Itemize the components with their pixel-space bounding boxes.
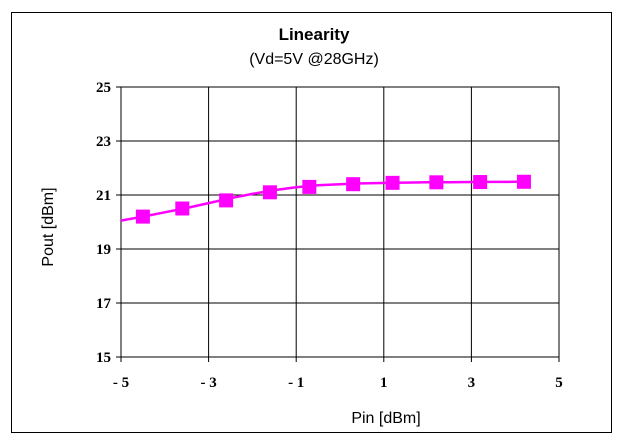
data-series — [120, 174, 531, 224]
data-point-marker — [302, 179, 317, 194]
x-tick-label: - 5 — [113, 375, 129, 391]
x-axis-label: Pin [dBm] — [351, 410, 420, 427]
data-point-marker — [516, 174, 531, 189]
chart-subtitle: (Vd=5V @28GHz) — [249, 51, 379, 68]
data-point-marker — [429, 175, 444, 190]
chart-title: Linearity — [279, 25, 350, 44]
x-tick-label: - 1 — [288, 375, 304, 391]
data-point-marker — [473, 175, 488, 190]
data-point-marker — [385, 175, 400, 190]
x-tick-label: - 3 — [200, 375, 216, 391]
y-axis-label: Pout [dBm] — [40, 187, 57, 266]
y-tick-label: 21 — [96, 188, 111, 204]
y-tick-label: 15 — [96, 350, 111, 366]
grid-lines — [120, 86, 560, 358]
y-tick-label: 23 — [96, 134, 111, 150]
x-tick-label: 5 — [555, 375, 563, 391]
data-point-marker — [175, 201, 190, 216]
chart-frame: Linearity (Vd=5V @28GHz) - 5 - 3 - 1 1 3 5 15 1… — [11, 12, 612, 433]
linearity-chart: Linearity (Vd=5V @28GHz) - 5 - 3 - 1 1 3 5 15 1… — [40, 25, 563, 427]
y-tick-label: 19 — [96, 242, 111, 258]
data-point-marker — [135, 209, 150, 224]
plot-area — [120, 86, 560, 358]
x-tick-label: 3 — [468, 375, 476, 391]
y-tick-label: 17 — [96, 296, 112, 312]
series-line — [120, 180, 524, 222]
tick-labels: - 5 - 3 - 1 1 3 5 15 17 19 21 23 25 — [96, 80, 563, 391]
x-tick-label: 1 — [380, 375, 388, 391]
data-point-marker — [346, 177, 361, 192]
data-point-marker — [262, 185, 277, 200]
y-tick-label: 25 — [96, 80, 111, 96]
data-point-marker — [219, 193, 234, 208]
